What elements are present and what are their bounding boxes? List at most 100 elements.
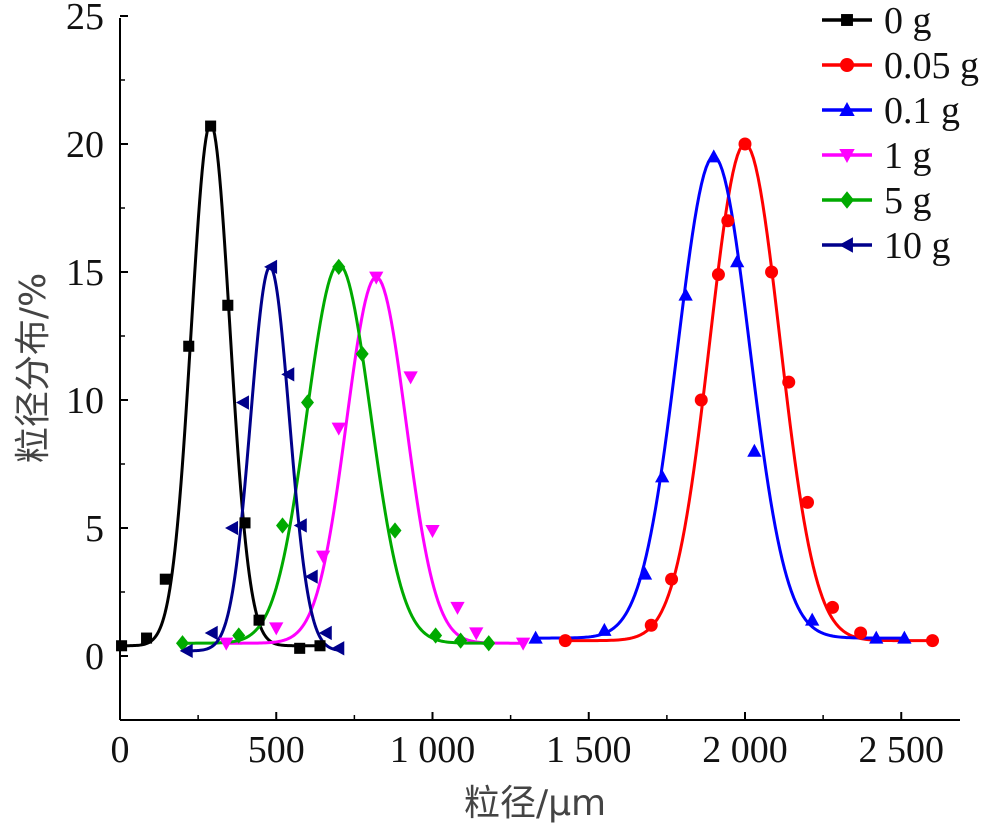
data-point bbox=[721, 214, 735, 228]
data-point bbox=[403, 371, 418, 385]
data-point bbox=[897, 630, 912, 644]
legend-label: 0.05 g bbox=[884, 45, 979, 87]
data-point bbox=[301, 394, 314, 411]
y-tick-label: 0 bbox=[85, 636, 104, 678]
series-points-4 bbox=[176, 258, 496, 652]
x-tick-label: 0 bbox=[111, 729, 130, 771]
data-point bbox=[747, 443, 762, 457]
data-point bbox=[826, 600, 839, 614]
data-point bbox=[183, 340, 195, 352]
data-point bbox=[235, 395, 249, 410]
series-points-2 bbox=[528, 149, 912, 644]
data-point bbox=[281, 367, 295, 382]
ticks: 0 500 1 000 1 500 2 000 2 500 0 5 10 15 20 25 bbox=[66, 0, 944, 771]
series-line-1 bbox=[565, 142, 933, 643]
axes bbox=[119, 18, 960, 721]
legend-label: 0.1 g bbox=[884, 90, 960, 132]
data-point bbox=[232, 627, 246, 644]
data-point bbox=[179, 643, 193, 659]
data-point bbox=[528, 630, 543, 644]
data-point bbox=[926, 634, 939, 648]
data-point bbox=[765, 265, 779, 279]
series-line-0 bbox=[121, 122, 321, 648]
data-point bbox=[355, 345, 369, 363]
series-line-5 bbox=[186, 265, 340, 653]
y-axis-title: 粒径分布/% bbox=[13, 273, 54, 463]
x-tick-label: 2 000 bbox=[702, 729, 788, 771]
data-point bbox=[454, 632, 468, 649]
data-point bbox=[678, 287, 693, 301]
data-point bbox=[801, 495, 814, 509]
series-points-0 bbox=[116, 120, 326, 654]
legend-label: 5 g bbox=[884, 180, 932, 222]
data-point bbox=[482, 635, 496, 652]
x-axis-title: 粒径/μm bbox=[464, 783, 606, 824]
legend-marker bbox=[838, 237, 853, 253]
data-point bbox=[219, 637, 234, 651]
series-markers bbox=[116, 120, 939, 659]
data-point bbox=[369, 271, 384, 285]
data-point bbox=[425, 525, 440, 539]
data-point bbox=[239, 517, 251, 529]
data-point bbox=[331, 641, 345, 656]
series-line-3 bbox=[226, 275, 524, 645]
data-point bbox=[205, 120, 217, 132]
data-point bbox=[869, 630, 884, 644]
y-tick-label: 20 bbox=[66, 124, 104, 166]
data-point bbox=[711, 268, 725, 282]
data-point bbox=[294, 642, 306, 654]
data-point bbox=[116, 640, 128, 652]
data-point bbox=[644, 618, 658, 632]
data-point bbox=[318, 625, 332, 641]
x-tick-label: 1 000 bbox=[390, 729, 476, 771]
legend: 0 g0.05 g0.1 g1 g5 g10 g bbox=[822, 0, 979, 267]
legend-marker bbox=[840, 58, 854, 72]
data-point bbox=[429, 627, 443, 644]
data-point bbox=[293, 518, 307, 533]
data-point bbox=[304, 569, 318, 584]
legend-label: 10 g bbox=[884, 225, 951, 267]
legend-marker bbox=[841, 14, 853, 26]
legend-marker bbox=[839, 149, 855, 164]
legend-marker bbox=[839, 101, 855, 116]
data-point bbox=[269, 622, 284, 636]
data-point bbox=[637, 566, 653, 580]
y-tick-label: 25 bbox=[66, 0, 104, 38]
y-tick-label: 5 bbox=[85, 508, 104, 550]
data-point bbox=[694, 393, 708, 407]
data-point bbox=[253, 614, 265, 626]
data-point bbox=[332, 258, 346, 276]
data-point bbox=[706, 149, 721, 163]
legend-label: 1 g bbox=[884, 135, 932, 177]
data-point bbox=[805, 612, 820, 626]
data-point bbox=[655, 469, 670, 483]
series-curves bbox=[121, 122, 933, 653]
data-point bbox=[450, 601, 465, 615]
data-point bbox=[314, 640, 326, 652]
data-point bbox=[276, 517, 289, 534]
data-point bbox=[176, 635, 189, 652]
data-point bbox=[264, 259, 278, 275]
data-point bbox=[469, 627, 484, 641]
legend-marker bbox=[840, 191, 854, 209]
data-point bbox=[204, 625, 218, 641]
legend-label: 0 g bbox=[884, 0, 932, 42]
data-point bbox=[782, 375, 796, 389]
x-tick-label: 2 500 bbox=[859, 729, 945, 771]
data-point bbox=[738, 137, 752, 151]
data-point bbox=[730, 254, 745, 268]
series-points-5 bbox=[179, 259, 345, 659]
data-point bbox=[315, 550, 331, 564]
x-tick-label: 500 bbox=[248, 729, 305, 771]
data-point bbox=[159, 573, 171, 585]
data-point bbox=[597, 622, 612, 636]
data-point bbox=[854, 626, 868, 640]
y-tick-label: 10 bbox=[66, 380, 104, 422]
data-point bbox=[141, 632, 153, 644]
data-point bbox=[222, 299, 234, 311]
data-point bbox=[665, 572, 679, 586]
series-line-2 bbox=[535, 155, 905, 640]
y-tick-label: 15 bbox=[66, 252, 104, 294]
data-point bbox=[515, 637, 531, 651]
